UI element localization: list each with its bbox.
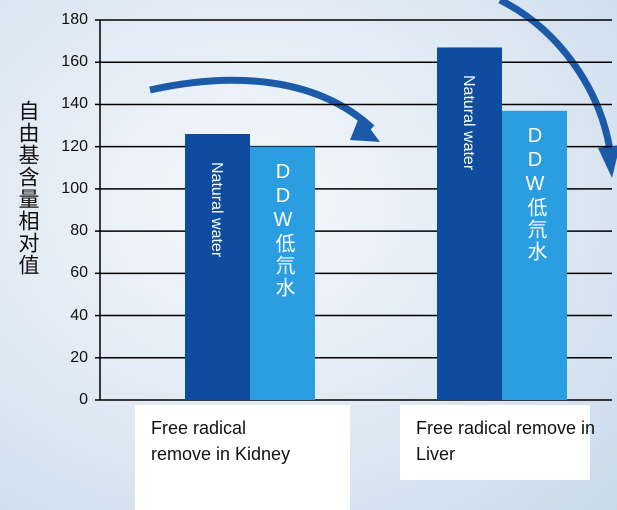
y-tick-label: 60 [70,264,88,282]
bar [437,47,502,400]
arrow [498,0,614,151]
arrow [149,76,375,131]
y-tick-label: 100 [61,179,88,197]
bar [185,134,250,400]
y-tick-label: 180 [61,11,88,28]
bar [250,146,315,400]
y-tick-label: 120 [61,137,88,155]
arrow-head [598,145,617,178]
category-label: Free radical remove in Kidney [135,405,350,510]
y-tick-label: 80 [70,222,88,240]
y-axis-label: 自由基含量相对值 [16,100,39,276]
category-label: Free radical remove in Liver [400,405,595,480]
y-tick-label: 140 [61,95,88,113]
bar [502,110,567,401]
y-tick-label: 40 [70,306,88,324]
category-text: Free radical remove in Liver [416,418,596,464]
y-tick-label: 0 [79,391,88,408]
category-text: Free radical remove in Kidney [151,418,291,464]
series-label: Natural water [208,162,225,258]
arrow-head [350,115,380,142]
series-label: DDW低氘水 [272,160,294,299]
series-label: Natural water [460,75,477,171]
y-tick-label: 160 [61,53,88,71]
y-tick-label: 20 [70,348,88,366]
series-label: DDW低氘水 [524,124,546,263]
